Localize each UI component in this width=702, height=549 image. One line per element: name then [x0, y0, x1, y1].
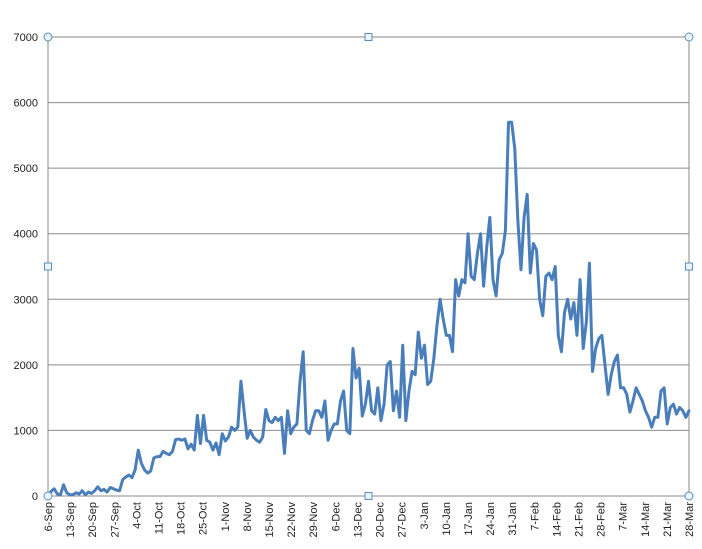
x-tick-label: 14-Mar: [640, 502, 652, 537]
y-tick-label: 3000: [14, 294, 38, 306]
corner-resize-handle[interactable]: [684, 32, 694, 42]
edge-resize-handle[interactable]: [44, 262, 52, 271]
x-tick-label: 24-Jan: [485, 502, 497, 536]
edge-resize-handle[interactable]: [364, 492, 373, 500]
corner-resize-handle[interactable]: [43, 491, 53, 501]
x-tick-label: 20-Dec: [375, 502, 387, 538]
y-tick-label: 2000: [14, 360, 38, 372]
x-tick-label: 22-Nov: [286, 502, 298, 538]
x-tick-label: 17-Jan: [463, 502, 475, 536]
y-tick-label: 5000: [14, 163, 38, 175]
y-tick-label: 4000: [14, 229, 38, 241]
x-tick-label: 28-Feb: [596, 502, 608, 537]
selection-handles[interactable]: [43, 32, 694, 501]
x-tick-label: 7-Mar: [618, 502, 630, 531]
corner-resize-handle[interactable]: [684, 491, 694, 501]
x-tick-label: 21-Feb: [573, 502, 585, 537]
y-tick-label: 7000: [14, 32, 38, 44]
edge-resize-handle[interactable]: [685, 262, 693, 271]
x-tick-label: 29-Nov: [308, 502, 320, 538]
x-tick-label: 7-Feb: [529, 502, 541, 531]
x-tick-label: 20-Sep: [87, 502, 99, 537]
x-tick-label: 1-Nov: [220, 502, 232, 532]
x-tick-label: 3-Jan: [419, 502, 431, 530]
x-axis-tick-labels: 6-Sep 13-Sep 20-Sep 27-Sep 4-Oct 11-Oct 18-Oct…: [43, 502, 696, 538]
x-tick-label: 6-Sep: [43, 502, 55, 531]
x-tick-label: 11-Oct: [154, 502, 166, 534]
x-tick-label: 31-Jan: [507, 502, 519, 536]
x-tick-label: 15-Nov: [264, 502, 276, 538]
x-tick-label: 14-Feb: [551, 502, 563, 537]
x-tick-label: 27-Sep: [109, 502, 121, 537]
x-tick-label: 13-Sep: [65, 502, 77, 537]
y-tick-label: 6000: [14, 98, 38, 110]
y-tick-label: 1000: [14, 425, 38, 437]
x-tick-label: 27-Dec: [397, 502, 409, 538]
y-tick-label: 0: [32, 491, 38, 503]
series-line: [46, 120, 691, 498]
x-tick-label: 28-Mar: [684, 502, 696, 537]
x-tick-label: 25-Oct: [198, 502, 210, 535]
x-tick-label: 4-Oct: [131, 502, 143, 529]
y-axis-tick-labels: 0 1000 2000 3000 4000 5000 6000 7000: [14, 32, 38, 503]
x-tick-label: 8-Nov: [242, 502, 254, 532]
x-tick-label: 6-Dec: [330, 502, 342, 532]
corner-resize-handle[interactable]: [43, 32, 53, 42]
x-tick-label: 18-Oct: [176, 502, 188, 535]
x-tick-label: 10-Jan: [441, 502, 453, 536]
x-tick-label: 13-Dec: [352, 502, 364, 538]
x-tick-label: 21-Mar: [662, 502, 674, 537]
edge-resize-handle[interactable]: [364, 33, 373, 41]
plot-area-frame: [47, 36, 690, 497]
